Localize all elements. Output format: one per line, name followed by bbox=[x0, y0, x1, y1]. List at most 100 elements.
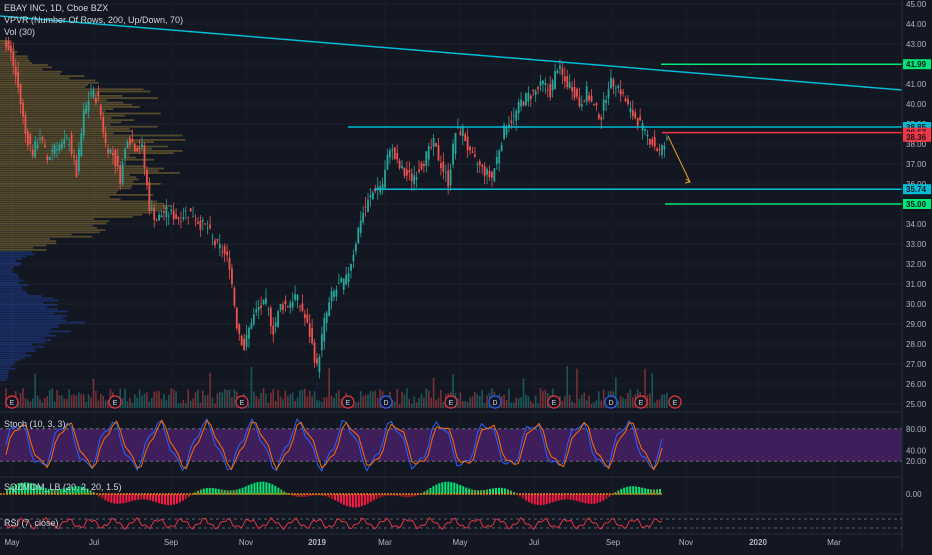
price-axis[interactable]: 45.0044.0043.0042.0041.0040.0039.0038.00… bbox=[901, 0, 932, 550]
candle-body bbox=[218, 244, 221, 249]
volume-bar bbox=[17, 402, 19, 408]
symbol-legend[interactable]: EBAY INC, 1D, Cboe BZX bbox=[4, 3, 109, 13]
candle-body bbox=[70, 134, 73, 155]
price-tick-label: 27.00 bbox=[906, 360, 927, 369]
volume-bar bbox=[155, 391, 158, 408]
sqzmom-bar bbox=[208, 487, 211, 495]
sqzmom-bar bbox=[32, 483, 35, 495]
volume-bar bbox=[53, 401, 56, 408]
vpvr-row bbox=[0, 354, 31, 357]
candle-body bbox=[384, 169, 386, 188]
candle-body bbox=[461, 126, 464, 136]
sqzmom-bar bbox=[459, 484, 462, 495]
volume-bar bbox=[172, 389, 175, 408]
candle-body bbox=[294, 294, 297, 300]
volume-bar bbox=[34, 373, 36, 408]
candle-body bbox=[194, 219, 197, 221]
event-marker-circle bbox=[444, 395, 458, 409]
candle-body bbox=[56, 149, 58, 150]
sqzmom-bar bbox=[175, 494, 178, 504]
candle-body bbox=[561, 68, 564, 75]
volume-bar bbox=[372, 391, 374, 408]
volume-bar bbox=[44, 398, 46, 408]
sqzmom-bar bbox=[158, 494, 161, 504]
volume-bar bbox=[272, 388, 275, 408]
candle-body bbox=[272, 325, 275, 335]
volume-bar bbox=[423, 397, 425, 408]
candle-body bbox=[342, 278, 345, 290]
vpvr-row bbox=[0, 271, 13, 273]
price-tick-label: 40.00 bbox=[906, 100, 927, 109]
sqzmom-bar bbox=[232, 490, 235, 495]
vpvr-row bbox=[0, 119, 135, 121]
volume-bar bbox=[581, 395, 583, 408]
candle-body bbox=[299, 305, 301, 307]
candle-body bbox=[651, 139, 654, 145]
candle-body bbox=[401, 166, 403, 169]
candle-body bbox=[77, 148, 80, 172]
vpvr-row bbox=[0, 154, 130, 157]
volume-bar bbox=[442, 401, 445, 408]
volume-bar bbox=[318, 400, 321, 408]
candle-body bbox=[576, 88, 578, 97]
event-marker-circle bbox=[604, 395, 618, 409]
candle-body bbox=[257, 307, 260, 311]
volume-bar bbox=[51, 388, 53, 408]
volume-bar bbox=[129, 397, 131, 408]
vpvr-row bbox=[0, 216, 133, 218]
drawing-lines[interactable] bbox=[0, 15, 903, 205]
sqzmom-bar bbox=[626, 486, 629, 495]
volume-bar bbox=[471, 396, 474, 408]
vpvr-row bbox=[0, 321, 86, 324]
stoch-legend[interactable]: Stoch (10, 3, 3) bbox=[4, 419, 66, 429]
volume-bar bbox=[335, 392, 338, 408]
vpvr-row bbox=[0, 150, 183, 152]
sqzmom-bar bbox=[89, 490, 92, 495]
volume-bar bbox=[267, 402, 270, 408]
vpvr-row bbox=[0, 365, 12, 368]
volume-bar bbox=[255, 395, 258, 408]
candle-body bbox=[583, 101, 586, 103]
price-label: 38.85 bbox=[906, 123, 927, 132]
vpvr-row bbox=[0, 233, 72, 236]
time-tick-label: 2020 bbox=[749, 538, 767, 547]
time-tick-label: May bbox=[4, 538, 19, 547]
volume-bar bbox=[294, 401, 296, 408]
volume-bar bbox=[393, 401, 396, 408]
sqzmom-bar bbox=[92, 492, 95, 495]
sqzmom-bar bbox=[104, 494, 107, 501]
sqzmom-bar bbox=[125, 494, 128, 503]
vpvr-row bbox=[0, 114, 125, 117]
vpvr-legend[interactable]: VPVR (Number Of Rows, 200, Up/Down, 70) bbox=[4, 15, 184, 25]
volume-bar bbox=[150, 398, 153, 408]
sqzmom-bar bbox=[456, 483, 459, 495]
vpvr-row bbox=[0, 77, 70, 80]
sqzmom-bar bbox=[354, 494, 357, 508]
volume-bar bbox=[90, 397, 92, 408]
candle-body bbox=[600, 117, 603, 120]
candle-body bbox=[636, 118, 639, 126]
candle-body bbox=[323, 317, 326, 342]
candle-body bbox=[119, 165, 122, 184]
volume-bar bbox=[568, 395, 571, 408]
candle-body bbox=[29, 134, 32, 145]
vol-legend[interactable]: Vol (30) bbox=[4, 27, 36, 37]
volume-bar bbox=[505, 400, 508, 408]
vpvr-row bbox=[0, 167, 164, 170]
candle-body bbox=[597, 114, 600, 119]
vpvr-row bbox=[0, 161, 123, 163]
volume-bar bbox=[440, 389, 442, 408]
candle-body bbox=[262, 299, 265, 305]
rsi-legend[interactable]: RSI (7, close) bbox=[4, 518, 59, 528]
sqzmom-legend[interactable]: SQZMOM_LB (20, 2, 20, 1.5) bbox=[4, 482, 122, 492]
candle-body bbox=[143, 145, 146, 168]
candle-body bbox=[466, 136, 469, 151]
vpvr-row bbox=[0, 337, 45, 339]
volume-bar bbox=[187, 389, 190, 408]
sqzmom-bar bbox=[524, 494, 527, 501]
candle-body bbox=[544, 83, 547, 86]
vpvr-row bbox=[0, 185, 133, 187]
time-axis[interactable]: May Jul Sep Nov 2019 Mar May Jul Sep Nov 2020 Mar bbox=[0, 533, 902, 547]
